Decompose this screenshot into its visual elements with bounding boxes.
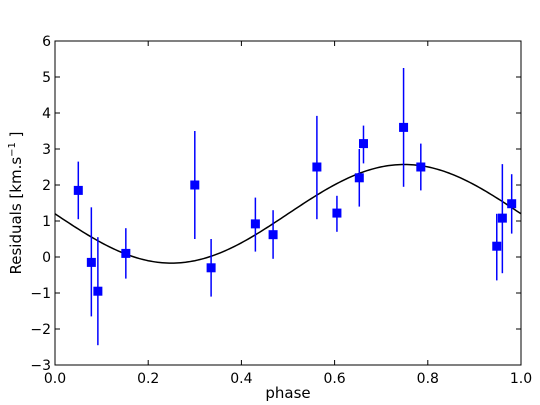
point-marker (86, 257, 96, 267)
data-point (206, 239, 216, 297)
axis-ticks: 0.0 0.2 0.4 0.6 0.8 1.0 −3 −2 −1 0 1 2 3 4 5 6 (30, 34, 532, 387)
point-marker (399, 122, 409, 132)
y-tick-label: −2 (30, 322, 51, 338)
point-marker (312, 162, 322, 172)
x-tick-label: 0.2 (137, 371, 159, 387)
point-marker (497, 213, 507, 223)
data-point (507, 174, 517, 234)
data-point (332, 195, 342, 232)
data-point (121, 228, 131, 279)
data-point (354, 149, 364, 207)
y-axis-label-exponent: −1 (7, 142, 18, 157)
data-point (312, 115, 322, 220)
y-tick-label: 0 (42, 250, 51, 266)
y-tick-label: 6 (42, 34, 51, 50)
x-tick-label: 0.0 (44, 371, 66, 387)
model-curve (54, 163, 522, 264)
y-tick-label: 2 (42, 178, 51, 194)
point-marker (93, 286, 103, 296)
point-marker (206, 263, 216, 273)
data-point (93, 237, 103, 346)
y-tick-label: −1 (30, 286, 51, 302)
point-marker (268, 230, 278, 240)
data-point (492, 213, 502, 281)
data-point (250, 197, 260, 252)
point-marker (121, 248, 131, 258)
point-marker (492, 241, 502, 251)
point-marker (507, 199, 517, 209)
y-axis-label-text: Residuals [km.s (7, 157, 25, 275)
y-tick-label: 5 (42, 70, 51, 86)
data-point (73, 161, 83, 220)
y-axis-label-bracket: ] (7, 131, 25, 142)
y-tick-label: 1 (42, 214, 51, 230)
point-marker (190, 180, 200, 190)
data-point (268, 210, 278, 259)
x-tick-label: 0.6 (323, 371, 345, 387)
x-tick-label: 0.8 (417, 371, 439, 387)
point-marker (416, 162, 426, 172)
point-marker (332, 208, 342, 218)
data-point (358, 125, 368, 164)
x-tick-label: 1.0 (510, 371, 532, 387)
y-axis-label: Residuals [km.s−1 ] (7, 131, 25, 274)
point-marker (354, 173, 364, 183)
y-tick-label: 3 (42, 142, 51, 158)
x-axis-label: phase (265, 384, 310, 402)
data-point (190, 131, 200, 239)
plot-content (54, 68, 522, 346)
point-marker (73, 185, 83, 195)
x-tick-label: 0.4 (230, 371, 252, 387)
data-point (416, 143, 426, 191)
data-point (86, 207, 96, 317)
y-tick-label: −3 (30, 358, 51, 374)
data-point (399, 68, 409, 187)
point-marker (358, 139, 368, 149)
data-point (497, 164, 507, 274)
point-marker (250, 219, 260, 229)
plot-frame (54, 40, 522, 366)
y-tick-label: 4 (42, 106, 51, 122)
